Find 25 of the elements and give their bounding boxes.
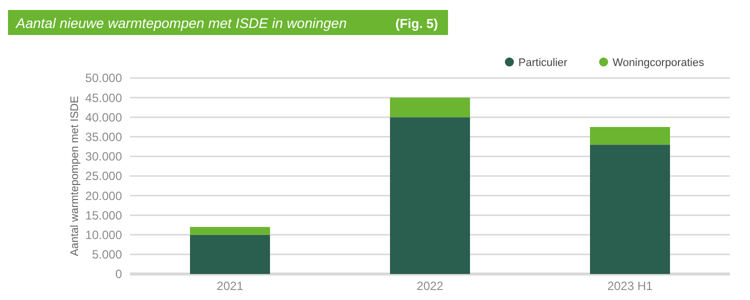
y-tick-label: 40.000	[85, 110, 122, 124]
y-tick-label: 30.000	[85, 150, 122, 164]
y-tick-label: 0	[115, 267, 122, 282]
y-tick-label: 25.000	[85, 169, 122, 184]
y-tick-label: 15.000	[85, 208, 122, 222]
bar	[390, 98, 470, 118]
chart-title: Aantal nieuwe warmtepompen met ISDE in woningen	[15, 15, 347, 31]
y-tick-label: 45.000	[85, 90, 122, 105]
y-tick-label: 50.000	[85, 71, 122, 86]
y-axis-title: Aantal warmtepompen met ISDE	[69, 96, 81, 256]
x-tick-label: 2021	[216, 279, 244, 293]
y-tick-label: 35.000	[85, 130, 122, 144]
bar	[590, 144, 670, 274]
bar	[190, 234, 270, 274]
y-tick-label: 20.000	[85, 188, 122, 203]
legend-label: Woningcorporaties	[612, 56, 705, 69]
y-tick-label: 10.000	[85, 228, 122, 242]
bar	[590, 127, 670, 145]
text: (Fig. 5)	[395, 16, 438, 31]
legend-label: Particulier	[518, 56, 568, 69]
bar	[390, 117, 470, 274]
y-tick-label: 5.000	[92, 248, 122, 262]
x-tick-label: 2022	[416, 279, 444, 293]
bar	[190, 226, 270, 235]
x-tick-label: 2023 H1	[607, 279, 654, 293]
